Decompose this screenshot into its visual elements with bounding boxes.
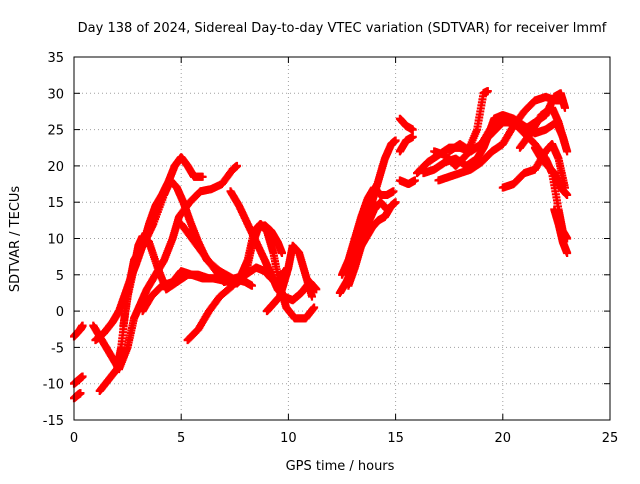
data-point [563,190,572,199]
y-tick-label: 15 [47,196,64,211]
data-point [389,187,398,196]
series-arc20 [395,176,419,189]
chart-title: Day 138 of 2024, Sidereal Day-to-day VTE… [78,21,607,36]
series-arc28 [530,143,572,199]
data-point [76,389,85,398]
series-arc18 [395,132,417,156]
x-tick-label: 10 [280,431,297,446]
x-axis-label: GPS time / hours [286,459,395,474]
x-tick-label: 5 [177,431,185,446]
series-arc27 [515,103,569,152]
data-point [563,249,572,258]
data-point [410,176,419,185]
series-arc9 [183,219,319,345]
data-point [560,103,569,112]
series-arc2 [70,372,87,388]
data-point [391,136,400,145]
y-tick-label: 0 [56,305,64,320]
data-point [198,172,207,181]
y-tick-label: -10 [43,378,64,393]
y-axis-label: SDTVAR / TECUs [8,186,23,293]
data-points [70,87,572,403]
data-point [78,372,87,381]
x-tick-label: 25 [602,431,619,446]
series-arc12 [262,241,316,316]
data-point [232,161,241,170]
x-tick-label: 20 [495,431,512,446]
series-arc8 [138,267,229,316]
y-tick-label: 10 [47,233,64,248]
tick-labels: 0 5 10 15 20 25 -15 -10 -5 0 5 10 15 20 25 30 35 [43,51,619,446]
series-arc29 [550,205,572,258]
y-tick-label: 20 [47,160,64,175]
data-point [310,303,319,312]
data-point [408,125,417,134]
data-point [391,198,400,207]
series-arc19 [395,114,417,134]
x-tick-label: 0 [70,431,78,446]
data-point [280,267,289,276]
data-point [247,281,256,290]
data-point [483,87,492,96]
y-tick-label: 30 [47,87,64,102]
series-arc13 [273,267,289,287]
series-arc3 [70,389,85,403]
data-point [563,147,572,156]
data-point [78,321,87,330]
y-tick-label: -5 [51,341,64,356]
plot-border [73,56,611,421]
data-point [408,132,417,141]
y-tick-label: -15 [43,414,64,429]
series-arc16 [338,183,398,279]
series-arc10 [177,219,276,287]
y-tick-label: 5 [56,269,64,284]
y-tick-label: 25 [47,124,64,139]
data-point [277,249,286,258]
data-point [560,140,569,149]
x-tick-label: 15 [387,431,404,446]
data-point [307,292,316,301]
y-tick-label: 35 [47,51,64,66]
series-arc17 [348,198,400,272]
